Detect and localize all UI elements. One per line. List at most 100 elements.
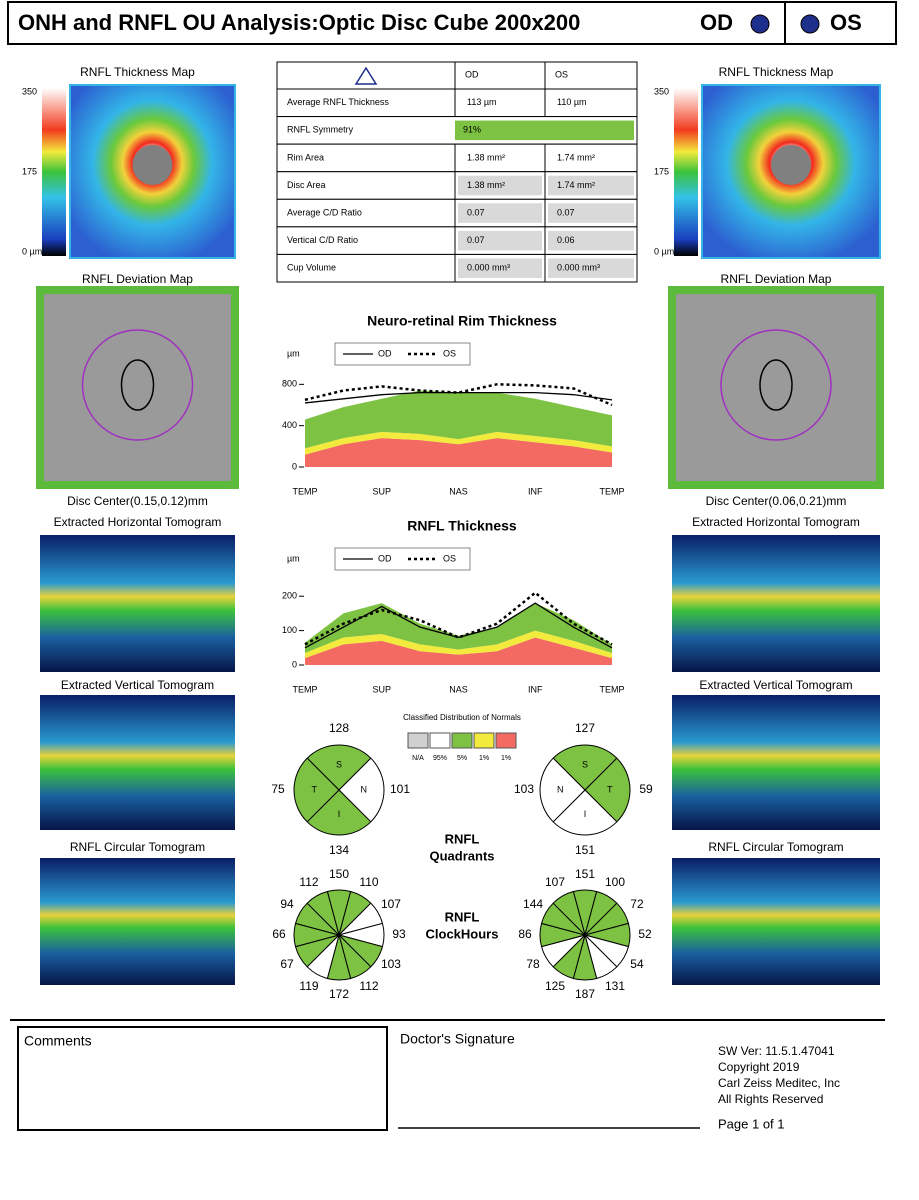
table-cell: 1.38 mm² [467, 180, 505, 190]
class-label: 1% [479, 755, 489, 762]
clock-value: 67 [280, 957, 294, 971]
classification-title: Classified Distribution of Normals [403, 713, 521, 722]
quadrant [338, 757, 385, 823]
y-tick-label: 400 [282, 420, 297, 430]
normative-band [305, 390, 612, 449]
scan-circle [81, 329, 194, 441]
tomogram-title: Extracted Vertical Tomogram [61, 678, 214, 692]
table-label: Rim Area [287, 152, 324, 162]
tomogram-title: Extracted Horizontal Tomogram [54, 515, 222, 529]
clock-value: 131 [605, 979, 625, 993]
clock-value: 172 [329, 987, 349, 1001]
legend-label: OD [378, 348, 392, 358]
clock-value: 112 [299, 875, 318, 889]
normative-band [305, 431, 612, 455]
clock-value: 52 [638, 927, 652, 941]
quadrant [584, 757, 631, 823]
footer-info: SW Ver: 11.5.1.47041 [718, 1044, 835, 1058]
clock-value: 151 [575, 867, 595, 881]
tomogram-title: RNFL Circular Tomogram [708, 840, 843, 854]
class-label: 5% [457, 755, 467, 762]
report-title: ONH and RNFL OU Analysis:Optic Disc Cube… [18, 10, 580, 35]
tomogram [40, 858, 235, 985]
quadrant-letter: I [584, 809, 587, 819]
quadrant-letter: S [336, 760, 342, 770]
od-icon [750, 14, 770, 34]
warning-icon [354, 66, 378, 85]
quadrant-value: 101 [390, 782, 410, 796]
clock-value: 66 [272, 927, 286, 941]
legend-label: OD [378, 553, 392, 563]
legend-label: OS [443, 553, 456, 563]
table-cell: 0.000 mm³ [467, 263, 510, 273]
quadrant-value: 127 [575, 721, 595, 735]
clock-value: 94 [280, 897, 294, 911]
clock-value: 110 [359, 875, 378, 889]
quadrant-letter: T [312, 784, 318, 794]
tomogram [672, 695, 880, 830]
optic-disc [132, 145, 173, 185]
os-icon [800, 14, 820, 34]
clock-value: 150 [329, 867, 349, 881]
table-label: RNFL Symmetry [287, 125, 354, 135]
table-cell: 0.06 [557, 235, 575, 245]
clock-value: 187 [575, 987, 595, 1001]
cell-shade [548, 175, 634, 196]
class-swatch [495, 732, 517, 749]
page-number: Page 1 of 1 [718, 1116, 785, 1131]
quadrant [293, 757, 340, 823]
clock-value: 107 [545, 875, 565, 889]
scale-bar [674, 88, 698, 256]
clock-value: 54 [630, 957, 644, 971]
x-tick-label: SUP [372, 486, 391, 496]
table-cell: 91% [463, 125, 481, 135]
scale-label: 0 µm [22, 246, 42, 256]
cell-shade [458, 230, 542, 251]
quadrants-label: Quadrants [429, 848, 494, 863]
quadrant-value: 151 [575, 843, 595, 857]
y-tick-label: 0 [292, 659, 297, 669]
x-tick-label: TEMP [599, 486, 624, 496]
table-cell: 0.07 [557, 207, 575, 217]
table-label: Disc Area [287, 180, 326, 190]
chart-title: Neuro-retinal Rim Thickness [367, 313, 557, 329]
table-cell: 110 µm [557, 97, 587, 107]
cell-shade [548, 203, 634, 223]
series-line [304, 591, 613, 646]
x-tick-label: INF [528, 486, 543, 496]
clock-value: 93 [392, 927, 406, 941]
table-header-cell: OD [465, 69, 479, 79]
class-swatch [407, 732, 429, 749]
scale-label: 0 µm [654, 246, 674, 256]
class-swatch [429, 732, 451, 749]
clock-value: 103 [381, 957, 401, 971]
x-tick-label: NAS [449, 684, 468, 694]
quadrant [306, 744, 372, 791]
normative-band [305, 603, 612, 653]
disc-outline [759, 359, 793, 411]
scale-label: 350 [22, 86, 37, 96]
table-cell: 0.07 [467, 235, 485, 245]
od-label: OD [700, 10, 733, 35]
tomogram [40, 535, 235, 672]
clock-value: 72 [630, 897, 644, 911]
clock-value: 86 [518, 927, 532, 941]
quadrant-letter: T [607, 784, 613, 794]
table-label: Average C/D Ratio [287, 207, 362, 217]
map-title: RNFL Deviation Map [82, 272, 193, 286]
os-label: OS [830, 10, 862, 35]
disc-outline [120, 359, 155, 411]
x-tick-label: INF [528, 684, 543, 694]
y-tick-label: 100 [282, 625, 297, 635]
map-title: RNFL Thickness Map [719, 65, 834, 79]
table-header-cell: OS [555, 69, 568, 79]
x-tick-label: NAS [449, 486, 468, 496]
y-axis-label: µm [287, 553, 300, 563]
table-cell: 1.74 mm² [557, 180, 595, 190]
x-tick-label: TEMP [292, 486, 317, 496]
y-axis-label: µm [287, 348, 300, 358]
quadrant-value: 75 [271, 782, 285, 796]
deviation-map [668, 286, 884, 489]
symmetry-bar [455, 120, 634, 141]
scale-label: 175 [22, 166, 37, 176]
